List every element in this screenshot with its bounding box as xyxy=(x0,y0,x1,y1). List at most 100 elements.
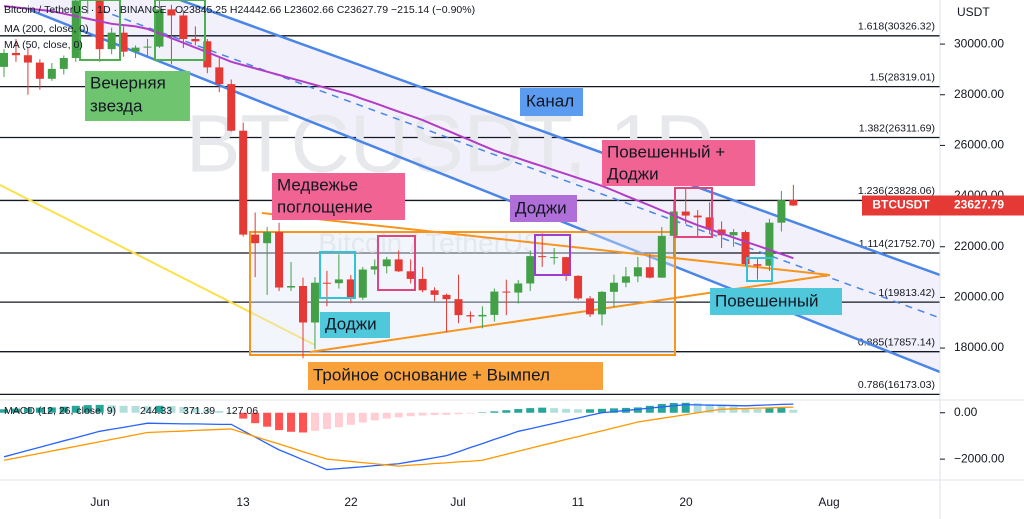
candle-body xyxy=(71,0,80,59)
candle-body xyxy=(59,58,68,69)
macd-histogram-bar xyxy=(681,402,690,413)
macd-histogram-bar xyxy=(131,406,140,413)
candle-body xyxy=(562,257,571,276)
candle-body xyxy=(406,271,415,279)
annotation-text: Доджи xyxy=(607,164,659,183)
candle-body xyxy=(621,276,630,283)
macd-histogram-bar xyxy=(741,408,750,413)
candle-body xyxy=(143,46,152,48)
pattern-box xyxy=(674,187,713,238)
candle-body xyxy=(370,266,379,270)
macd-histogram-bar xyxy=(59,406,68,413)
macd-histogram-bar xyxy=(275,412,284,431)
annotation-text: Тройное основание + Вымпел xyxy=(313,365,550,384)
candle-body xyxy=(681,211,690,216)
pattern-box xyxy=(377,235,416,291)
ohlc-readout: O23845.25 H24442.66 L23602.66 C23627.79 … xyxy=(175,4,475,16)
macd-line xyxy=(3,406,794,467)
macd-histogram-bar xyxy=(777,407,786,413)
macd-histogram-bar xyxy=(693,403,702,413)
candle-body xyxy=(502,291,511,293)
candle-body xyxy=(299,286,307,323)
pennant-top xyxy=(261,212,831,276)
macd-legend: MACD (12, 26, close, 9) xyxy=(4,405,116,417)
candle-body xyxy=(263,232,272,244)
x-tick-label: 11 xyxy=(572,495,585,509)
macd-histogram-bar xyxy=(71,405,80,413)
fib-label: 1.382(26311.69) xyxy=(859,122,935,134)
pattern-box xyxy=(154,0,206,61)
macd-histogram-bar xyxy=(346,412,355,425)
macd-histogram-bar xyxy=(299,412,307,433)
macd-histogram-bar xyxy=(287,412,296,432)
candle-body xyxy=(358,269,367,298)
macd-histogram-bar xyxy=(550,408,559,413)
candle-body xyxy=(394,259,403,272)
macd-histogram-bar xyxy=(765,408,774,413)
macd-histogram-bar xyxy=(155,405,164,413)
candle-body xyxy=(227,84,236,131)
annotation-text: поглощение xyxy=(277,197,373,216)
macd-histogram-bar xyxy=(191,408,200,413)
macd-line xyxy=(3,403,794,471)
annotation-text: Доджи xyxy=(325,314,377,333)
price-tag-symbol-bg xyxy=(862,195,940,216)
macd-histogram-bar xyxy=(645,405,654,413)
macd-histogram-bar xyxy=(107,405,116,413)
candle-body xyxy=(741,232,750,265)
annotation-box xyxy=(308,362,603,390)
candle-body xyxy=(633,267,642,277)
candle-body xyxy=(382,259,391,267)
y-tick-label: 30000.00 xyxy=(954,36,1004,50)
macd-histogram-bar xyxy=(586,409,595,413)
annotation-text: Канал xyxy=(526,91,574,110)
candle-body xyxy=(454,299,463,316)
candles xyxy=(0,0,798,359)
annotation-box xyxy=(602,140,755,186)
candle-body xyxy=(179,15,188,40)
candle-body xyxy=(645,267,654,278)
macd-histogram-bar xyxy=(753,408,762,413)
macd-histogram-bar xyxy=(251,412,260,424)
candle-body xyxy=(657,235,666,278)
macd-histogram-bar xyxy=(179,406,188,413)
macd-histogram-bar xyxy=(11,408,20,413)
candle-body xyxy=(609,282,618,292)
candle-body xyxy=(693,215,702,218)
macd-legend-value: 127.06 xyxy=(226,405,258,417)
candle-body xyxy=(705,217,714,230)
macd-histogram-bar xyxy=(370,412,379,421)
x-tick-label: Jul xyxy=(450,495,465,509)
x-tick-label: 13 xyxy=(236,495,250,509)
annotation-box xyxy=(710,288,842,315)
candle-body xyxy=(119,32,128,52)
annotation-text: Доджи xyxy=(515,198,567,217)
candle-body xyxy=(430,290,439,295)
candle-body xyxy=(598,291,606,315)
trend-line xyxy=(0,184,316,346)
candle-body xyxy=(550,257,559,259)
macd-histogram-bar xyxy=(263,412,272,427)
macd-histogram-bar xyxy=(382,412,391,419)
pattern-box xyxy=(319,251,356,299)
candle-body xyxy=(346,279,355,298)
candle-body xyxy=(287,286,296,288)
channel-mid xyxy=(99,9,940,319)
candle-body xyxy=(538,256,547,258)
ma-line xyxy=(3,5,794,260)
fib-label: 1.618(30326.32) xyxy=(858,21,935,33)
y-tick-label: 26000.00 xyxy=(954,138,1004,152)
macd-histogram-bar xyxy=(514,409,523,413)
macd-histogram-bar xyxy=(23,408,32,413)
macd-histogram-bar xyxy=(394,412,403,418)
macd-histogram-bar xyxy=(322,412,331,429)
candle-body xyxy=(574,275,583,299)
x-tick-label: Aug xyxy=(818,495,839,509)
macd-histogram-bar xyxy=(789,409,798,413)
candle-body xyxy=(789,199,798,206)
fib-label: 0.885(17857.14) xyxy=(858,336,935,348)
macd-histogram-bar xyxy=(406,412,415,417)
annotation-text: Медвежье xyxy=(277,175,358,194)
fib-label: 1.236(23828.06) xyxy=(858,185,935,197)
annotation-text: Повешенный xyxy=(715,291,819,310)
